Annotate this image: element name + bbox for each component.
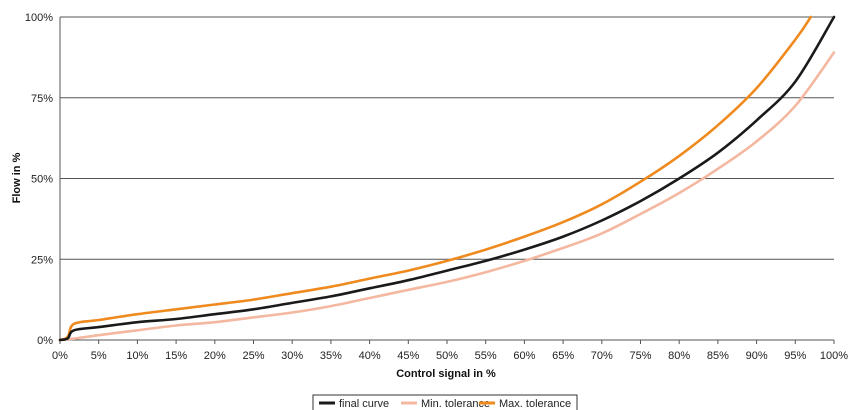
y-tick-label: 0%	[37, 335, 53, 347]
x-tick-label: 5%	[91, 350, 107, 362]
y-axis-title: Flow in %	[11, 152, 23, 203]
legend-box	[312, 394, 578, 410]
x-tick-label: 0%	[52, 350, 68, 362]
x-tick-label: 60%	[513, 350, 535, 362]
y-tick-label: 100%	[25, 12, 53, 24]
x-tick-label: 65%	[552, 350, 574, 362]
x-tick-label: 90%	[746, 350, 768, 362]
x-tick-label: 35%	[320, 350, 342, 362]
x-tick-labels: 0% 5% 10% 15% 20% 25% 30% 35% 40% 45% 50% 55% 60% 65%…	[52, 340, 848, 362]
x-tick-label: 10%	[126, 350, 148, 362]
series-lines	[58, 15, 836, 342]
x-tick-label: 45%	[397, 350, 419, 362]
series-line-2	[58, 15, 813, 342]
x-tick-label: 25%	[242, 350, 264, 362]
legend-label: Min. tolerance	[421, 398, 490, 410]
x-tick-label: 15%	[165, 350, 187, 362]
x-tick-label: 50%	[436, 350, 458, 362]
legend: final curve Min. tolerance Max. tolerance	[312, 394, 578, 410]
y-tick-label: 75%	[31, 93, 53, 105]
x-tick-label: 75%	[629, 350, 651, 362]
x-tick-label: 85%	[707, 350, 729, 362]
x-tick-label: 95%	[784, 350, 806, 362]
series-line-0	[58, 15, 836, 342]
x-tick-label: 55%	[475, 350, 497, 362]
x-tick-label: 100%	[820, 350, 848, 362]
x-tick-label: 70%	[591, 350, 613, 362]
x-tick-label: 80%	[668, 350, 690, 362]
legend-label: Max. tolerance	[499, 398, 571, 410]
y-tick-labels: 0% 25% 50% 75% 100%	[25, 12, 53, 347]
grid-lines	[60, 16, 834, 260]
y-tick-label: 25%	[31, 254, 53, 266]
legend-label: final curve	[339, 398, 389, 410]
x-tick-label: 40%	[359, 350, 381, 362]
series-line-1	[58, 51, 836, 342]
y-tick-label: 50%	[31, 174, 53, 186]
x-axis-title: Control signal in %	[396, 368, 496, 380]
x-tick-label: 20%	[204, 350, 226, 362]
x-tick-label: 30%	[281, 350, 303, 362]
